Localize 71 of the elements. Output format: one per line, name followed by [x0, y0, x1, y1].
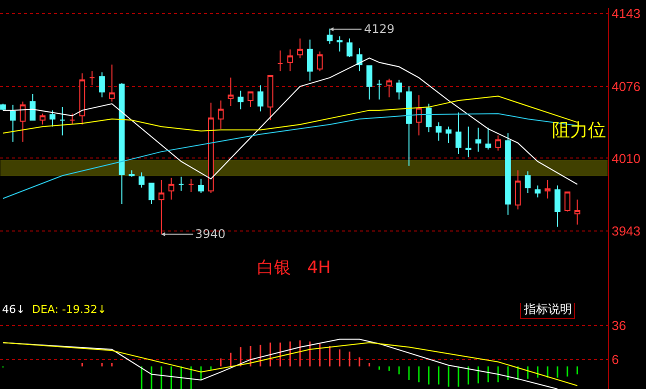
candlestick — [386, 78, 392, 98]
candlestick — [366, 65, 372, 100]
candlestick — [218, 100, 224, 130]
candlestick — [297, 38, 303, 59]
y-tick-label: 4143 — [612, 6, 641, 21]
candlestick — [178, 176, 184, 192]
y-tick-label: 3943 — [612, 224, 641, 239]
candlestick — [238, 90, 244, 110]
candlestick — [148, 182, 154, 204]
candlestick — [416, 94, 422, 136]
candlestick — [485, 127, 492, 150]
candlestick — [138, 172, 145, 188]
candlestick — [10, 104, 16, 142]
candlestick — [208, 102, 214, 194]
y-tick-label: 4076 — [612, 78, 641, 94]
candlestick — [406, 86, 412, 166]
candlestick — [495, 134, 502, 152]
candlestick — [40, 113, 46, 125]
candlestick — [376, 79, 382, 100]
candlestick — [524, 170, 531, 194]
candlestick — [307, 39, 313, 82]
y-tick-label: 36 — [612, 318, 626, 334]
annotation: 白银 4H — [257, 258, 331, 278]
candlestick — [50, 110, 56, 128]
candlestick — [228, 77, 234, 106]
candlestick — [465, 126, 472, 158]
candlestick — [564, 191, 570, 212]
candlestick — [277, 50, 284, 72]
annotation: DEA: -19.32↓ — [32, 303, 107, 316]
annotation: 4129 — [364, 22, 395, 36]
annotation: 3940 — [195, 227, 226, 241]
y-tick-label: 4010 — [612, 150, 641, 166]
candlestick — [198, 178, 204, 194]
candlestick — [30, 94, 36, 121]
candlestick — [436, 122, 442, 142]
candlestick — [446, 126, 452, 144]
candlestick — [336, 36, 343, 52]
candlestick — [505, 132, 511, 216]
candlestick — [118, 82, 125, 204]
candlestick — [396, 79, 402, 100]
candlestick — [554, 184, 560, 228]
annotation: 46↓ — [2, 303, 26, 316]
candlestick — [456, 112, 462, 154]
candlestick — [108, 64, 115, 102]
candlestick — [267, 74, 274, 121]
candlestick — [544, 179, 551, 199]
candlestick — [475, 127, 482, 152]
band-label: 阻力位 — [552, 120, 606, 141]
candlestick — [316, 51, 323, 72]
y-tick-label: 6 — [612, 352, 619, 368]
annotation: 指标说明 — [523, 302, 572, 316]
candlestick — [356, 48, 362, 72]
candlestick — [168, 177, 174, 200]
candlestick — [20, 101, 26, 142]
candlestick — [79, 72, 86, 125]
candlestick — [128, 170, 135, 178]
candlestick — [248, 91, 254, 108]
candlestick — [346, 38, 352, 58]
candlestick — [0, 103, 6, 111]
candlestick — [258, 84, 264, 112]
candlestick — [59, 106, 66, 136]
candlestick — [514, 170, 521, 210]
candlestick — [287, 48, 294, 72]
candlestick — [188, 178, 194, 192]
candlestick — [426, 103, 432, 133]
candlestick — [69, 113, 76, 125]
candlestick — [158, 179, 164, 235]
candlestick — [534, 184, 541, 198]
candlestick — [99, 72, 105, 98]
candlestick — [574, 199, 580, 226]
candlestick — [89, 70, 96, 86]
